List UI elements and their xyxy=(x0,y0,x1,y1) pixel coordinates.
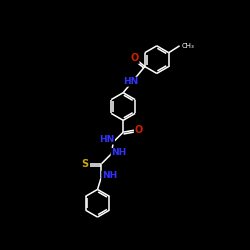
Text: NH: NH xyxy=(111,148,126,158)
Text: NH: NH xyxy=(102,171,117,180)
Text: O: O xyxy=(131,53,139,63)
Text: HN: HN xyxy=(123,77,138,86)
Text: CH₃: CH₃ xyxy=(182,43,194,49)
Text: O: O xyxy=(134,125,142,135)
Text: HN: HN xyxy=(99,135,114,144)
Text: S: S xyxy=(81,159,88,169)
